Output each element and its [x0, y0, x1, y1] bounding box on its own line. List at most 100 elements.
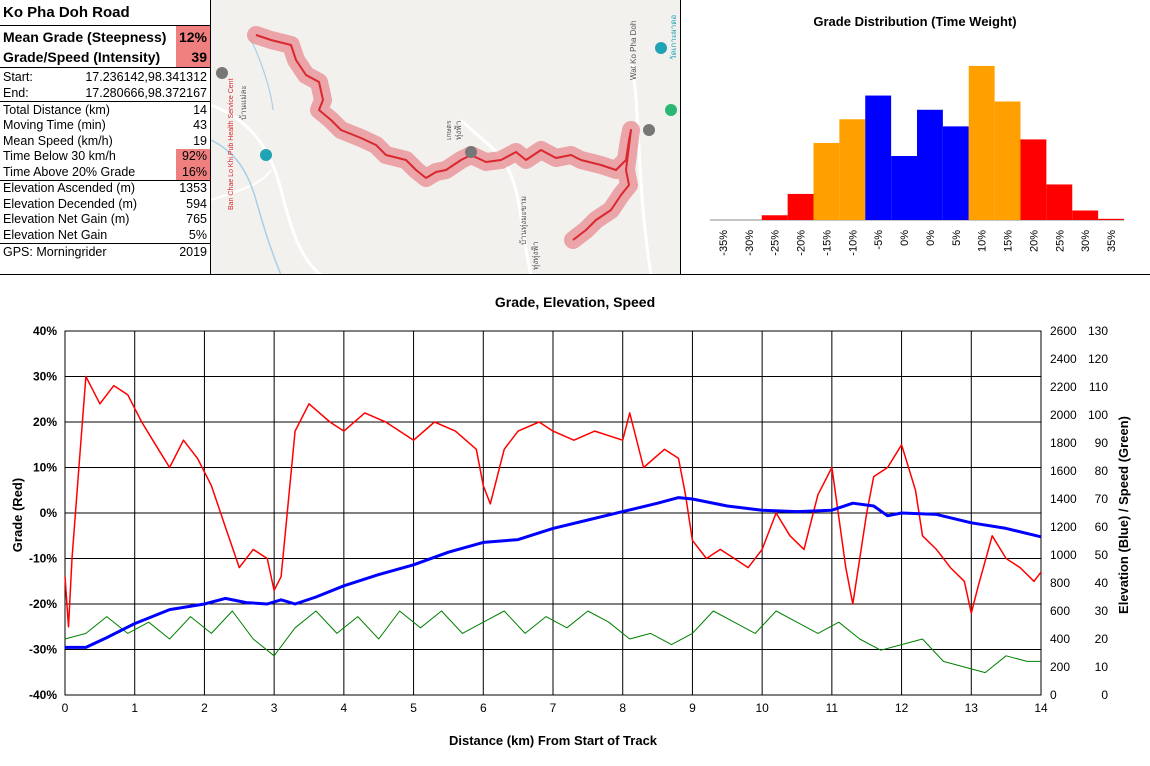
histogram-tick-label: 10%	[977, 230, 989, 252]
trip-stat-label: Time Above 20% Grade	[3, 164, 136, 179]
minor-road	[211, 169, 272, 201]
end-row: End: 17.280666,98.372167	[0, 85, 210, 102]
map-label: บ้านแม่ละ	[239, 85, 248, 120]
histogram-bar	[968, 65, 995, 220]
y-speed-tick-label: 40	[1095, 576, 1109, 590]
minor-road	[459, 118, 533, 274]
grade-speed-value: 39	[176, 47, 210, 67]
elevation-stat-label: Elevation Decended (m)	[3, 196, 138, 211]
gps-label: GPS: Morningrider	[3, 244, 107, 259]
trip-stat-label: Moving Time (min)	[3, 118, 106, 133]
histogram-tick-label: -10%	[847, 230, 859, 256]
y-elev-tick-label: 1400	[1050, 492, 1077, 506]
minor-road	[629, 59, 653, 274]
x-tick-label: 14	[1034, 701, 1048, 715]
mean-grade-label: Mean Grade (Steepness)	[3, 28, 167, 45]
gps-value: 2019	[179, 244, 207, 259]
elevation-stats-group: Elevation Ascended (m) 1353 Elevation Dece…	[0, 179, 210, 243]
river	[211, 139, 282, 274]
histogram-tick-label: 30%	[1080, 230, 1092, 252]
histogram-tick-label: -35%	[718, 230, 730, 256]
map-canvas: Wat Ko Pha Doh Ban Chae Lo Khi Pub Healt…	[211, 15, 678, 274]
poi-marker-icon[interactable]	[465, 146, 477, 158]
histogram-bar	[839, 119, 866, 220]
y-left-tick-label: -20%	[29, 597, 57, 611]
map-label: ทุ่งฟ้า	[454, 121, 463, 140]
poi-marker-icon[interactable]	[655, 42, 667, 54]
map-label: เกษตร	[446, 120, 453, 140]
trip-stat-value: 16%	[176, 164, 210, 180]
x-tick-label: 0	[62, 701, 69, 715]
y-left-tick-label: -40%	[29, 688, 57, 702]
histogram-tick-label: -25%	[770, 230, 782, 256]
y-elev-tick-label: 200	[1050, 660, 1070, 674]
grade-series-line	[64, 375, 1042, 628]
y-elev-tick-label: 600	[1050, 604, 1070, 618]
y-speed-tick-label: 70	[1095, 492, 1109, 506]
y-elev-tick-label: 1600	[1050, 464, 1077, 478]
grade-distribution-chart: Grade Distribution (Time Weight) -35% -30…	[681, 0, 1150, 275]
route-line	[255, 34, 632, 241]
poi-marker-icon[interactable]	[665, 104, 677, 116]
y-elev-tick-label: 0	[1050, 688, 1057, 702]
trip-stat-value: 19	[193, 133, 207, 148]
map-label: วัดเกาะผาดอ	[669, 15, 678, 60]
trip-stat-label: Mean Speed (km/h)	[3, 133, 113, 148]
histogram-tick-label: 20%	[1028, 230, 1040, 252]
elevation-series-line	[65, 496, 1042, 649]
map-label: บ้านทุ่งมะขาม	[519, 196, 528, 245]
map-label: ทุ่งทุ่งฟ้า	[531, 241, 540, 270]
elevation-stat-row: Elevation Net Gain 5%	[0, 227, 210, 243]
y-elev-tick-label: 1200	[1050, 520, 1077, 534]
y-speed-tick-label: 30	[1095, 604, 1109, 618]
trip-stats-group: Total Distance (km) 14 Moving Time (min) 43…	[0, 102, 210, 180]
histogram-bar	[994, 101, 1021, 220]
poi-marker-icon[interactable]	[643, 124, 655, 136]
x-tick-label: 10	[755, 701, 769, 715]
histogram-tick-label: 0%	[925, 230, 937, 246]
main-chart-title: Grade, Elevation, Speed	[495, 294, 655, 310]
trip-stat-row: Moving Time (min) 43	[0, 118, 210, 134]
histogram-bar	[813, 142, 840, 220]
y-elev-tick-label: 400	[1050, 632, 1070, 646]
histogram-bar	[891, 156, 917, 220]
elevation-stat-label: Elevation Net Gain (m)	[3, 212, 130, 227]
histogram-bar	[942, 126, 969, 220]
x-tick-label: 9	[689, 701, 696, 715]
y-left-tick-label: -30%	[29, 643, 57, 657]
histogram-tick-label: 35%	[1106, 230, 1118, 252]
trip-stat-label: Time Below 30 km/h	[3, 149, 116, 164]
poi-marker-icon[interactable]	[260, 149, 272, 161]
route-title: Ko Pha Doh Road	[0, 0, 210, 26]
x-tick-label: 13	[965, 701, 979, 715]
x-tick-label: 7	[550, 701, 557, 715]
histogram-tick-label: -30%	[744, 230, 756, 256]
route-map[interactable]: Wat Ko Pha Doh Ban Chae Lo Khi Pub Healt…	[211, 0, 681, 275]
end-value: 17.280666,98.372167	[85, 86, 207, 100]
histogram-bar	[1020, 139, 1047, 220]
y-speed-tick-label: 0	[1101, 688, 1108, 702]
y-speed-tick-label: 110	[1089, 380, 1108, 394]
x-tick-label: 6	[480, 701, 487, 715]
trip-stat-row: Total Distance (km) 14	[0, 102, 210, 118]
histogram-svg: Grade Distribution (Time Weight) -35% -30…	[710, 14, 1124, 256]
histogram-bar	[917, 109, 943, 220]
mean-grade-row: Mean Grade (Steepness) 12%	[0, 26, 210, 47]
gps-row: GPS: Morningrider 2019	[0, 242, 210, 260]
main-chart-svg: Grade, Elevation, Speed 0 1 2 3 4 5 6 7 8 9 10 11 12…	[10, 294, 1131, 748]
minor-road	[211, 103, 322, 274]
mean-grade-value: 12%	[175, 26, 210, 47]
histogram-bar	[761, 215, 788, 220]
route-halo	[247, 26, 640, 249]
poi-marker-icon[interactable]	[216, 67, 228, 79]
speed-series-line	[64, 610, 1041, 674]
river	[250, 39, 274, 111]
y-left-tick-label: 10%	[33, 461, 57, 475]
y-speed-tick-label: 80	[1095, 464, 1109, 478]
y-left-tick-label: 0%	[40, 506, 58, 520]
y-left-tick-label: 20%	[33, 415, 57, 429]
y-elev-tick-label: 2400	[1050, 352, 1077, 366]
elevation-stat-row: Elevation Decended (m) 594	[0, 196, 210, 212]
right-axis-title: Elevation (Blue) / Speed (Green)	[1116, 416, 1131, 614]
y-speed-tick-label: 130	[1088, 324, 1108, 338]
